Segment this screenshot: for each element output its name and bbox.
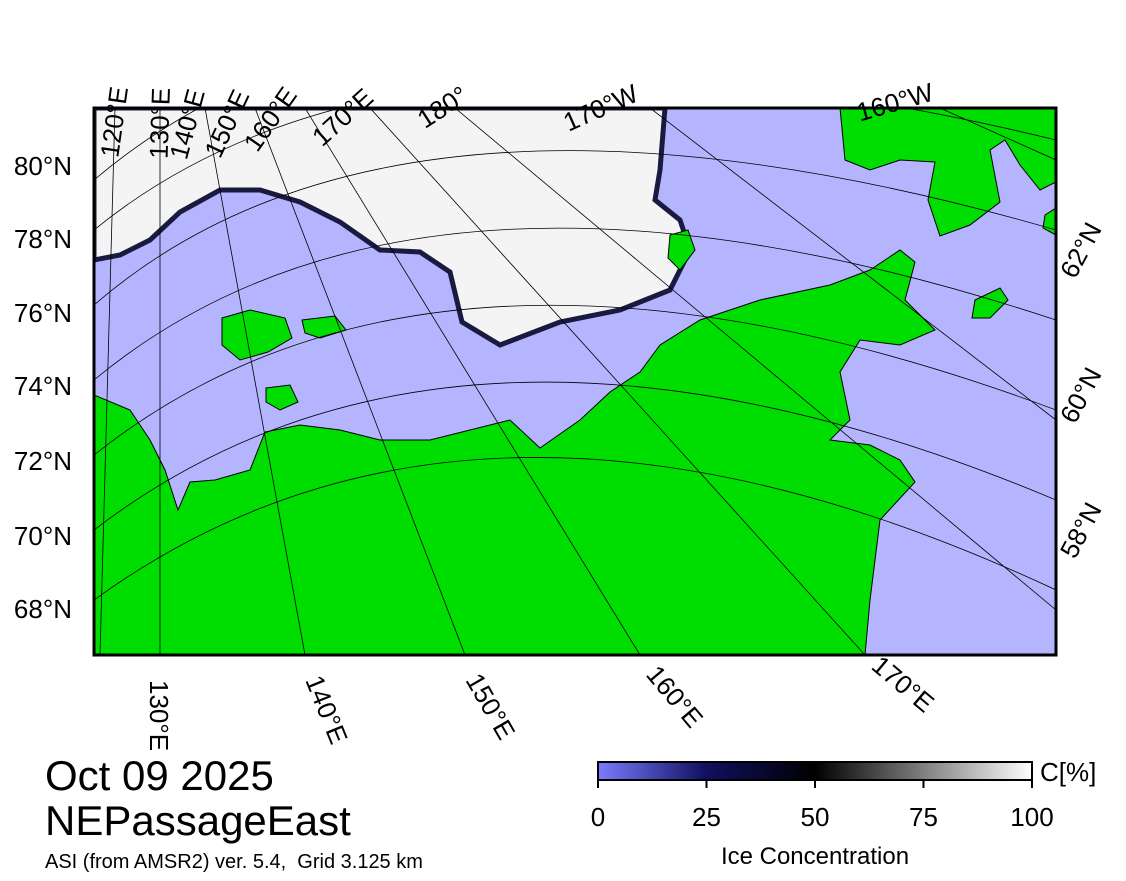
island — [1042, 207, 1056, 236]
colorbar-tick-label: 0 — [591, 802, 605, 832]
date: Oct 09 2025 — [45, 752, 274, 799]
colorbar — [597, 761, 1033, 781]
lat-label: 70°N — [14, 521, 72, 551]
lon-label: 170°E — [866, 650, 940, 719]
map-frame — [92, 106, 1058, 657]
colorbar-tick-label: 100 — [1010, 802, 1053, 832]
lat-label: 62°N — [1054, 217, 1108, 282]
colorbar-unit: C[%] — [1040, 757, 1096, 787]
lat-label: 78°N — [14, 224, 72, 254]
island — [971, 287, 1009, 319]
sea-ice — [94, 108, 693, 348]
lat-label: 80°N — [14, 151, 72, 181]
land-siberia — [94, 249, 936, 655]
lon-label: 140°E — [299, 671, 353, 748]
colorbar-label: Ice Concentration — [721, 843, 909, 870]
island — [221, 309, 293, 361]
region-name: NEPassageEast — [45, 797, 351, 844]
lat-label: 74°N — [14, 371, 72, 401]
colorbar-tick-label: 25 — [692, 802, 721, 832]
lat-label: 76°N — [14, 298, 72, 328]
lon-label: 150°E — [460, 668, 522, 745]
graticule — [94, 108, 1056, 655]
land-alaska — [839, 108, 1056, 237]
source-note: ASI (from AMSR2) ver. 5.4, Grid 3.125 km — [45, 851, 423, 873]
island — [265, 384, 299, 411]
colorbar-tick-label: 75 — [909, 802, 938, 832]
island — [667, 229, 696, 271]
lat-label: 68°N — [14, 594, 72, 624]
colorbar-tick-label: 50 — [801, 802, 830, 832]
lon-label: 130°E — [144, 680, 174, 751]
lat-label: 58°N — [1054, 497, 1108, 562]
lat-label: 72°N — [14, 446, 72, 476]
map-area — [94, 108, 1056, 655]
lon-label: 160°E — [640, 660, 709, 734]
lat-label: 60°N — [1054, 362, 1108, 427]
lon-label: 130°E — [144, 87, 176, 159]
